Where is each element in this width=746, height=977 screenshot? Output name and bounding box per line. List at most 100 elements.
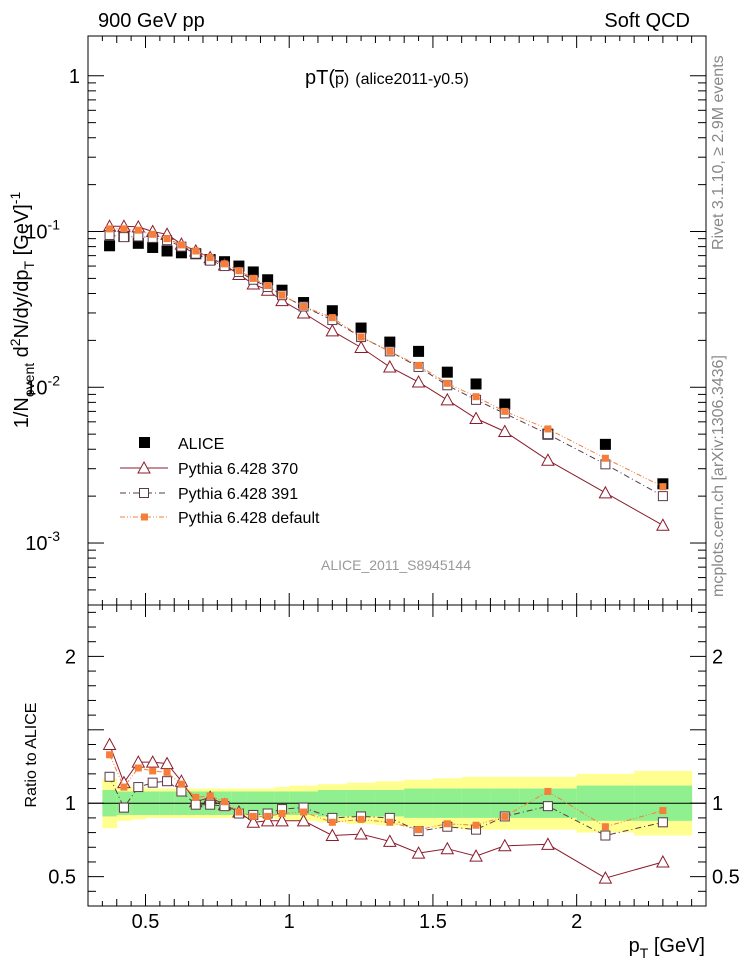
ratio-axes: 0.5 0.5 1 1 2 2 0.5 1 1.5 2 <box>48 605 740 933</box>
main-point-alice <box>147 241 159 253</box>
ratio-point-py391 <box>176 786 187 797</box>
legend-entry-pythia-default: Pythia 6.428 default <box>120 510 320 527</box>
ratio-point-py370 <box>246 815 261 828</box>
main-point-alice <box>175 247 187 259</box>
main-point-alice <box>355 322 367 334</box>
ratio-point-py391 <box>147 777 158 788</box>
main-point-py370 <box>497 424 512 437</box>
main-point-py391 <box>657 491 668 502</box>
ratio-point-py370 <box>260 813 275 827</box>
main-point-pydef <box>300 303 308 311</box>
main-point-pydef <box>601 454 609 462</box>
main-point-pydef <box>328 314 336 322</box>
main-point-alice <box>441 366 453 378</box>
ratio-point-py370 <box>469 849 483 862</box>
main-point-alice <box>599 438 611 450</box>
ratio-point-pydef <box>192 793 200 801</box>
ratio-point-pydef <box>300 808 308 816</box>
ratio-point-py370 <box>296 813 311 827</box>
ratio-point-pydef <box>328 818 336 826</box>
ratio-point-pydef <box>134 764 142 772</box>
ratio-point-py370 <box>145 755 160 768</box>
main-line-py391 <box>109 234 664 497</box>
main-point-alice <box>132 237 144 249</box>
main-point-py370 <box>541 453 555 466</box>
legend-entry-pythia-391: Pythia 6.428 391 <box>120 486 298 503</box>
main-point-py370 <box>382 359 397 373</box>
ratio-point-py370 <box>160 756 174 770</box>
ratio-point-pydef <box>149 767 157 775</box>
ratio-frame <box>87 604 707 907</box>
main-point-alice <box>161 245 173 257</box>
ratio-series-py370 <box>102 737 670 884</box>
ratio-point-py370 <box>325 828 340 842</box>
main-point-alice <box>470 378 482 390</box>
main-point-pydef <box>278 291 286 299</box>
main-point-py370 <box>440 392 455 406</box>
ratio-point-pydef <box>357 815 365 823</box>
ratio-point-py370 <box>275 813 289 827</box>
main-point-pydef <box>192 247 200 255</box>
main-point-alice <box>247 266 259 278</box>
ratio-point-pydef <box>501 812 509 820</box>
ratio-point-py370 <box>382 834 397 847</box>
ratio-point-pydef <box>163 768 171 776</box>
main-point-pydef <box>177 241 185 249</box>
process-label: Soft QCD <box>604 10 690 32</box>
main-point-pydef <box>163 235 171 243</box>
ratio-point-py391 <box>133 782 144 793</box>
ratio-y-tick-label-right: 2 <box>712 646 723 668</box>
ratio-point-pydef <box>177 780 185 788</box>
ratio-point-pydef <box>235 808 243 816</box>
rivet-version-label: Rivet 3.1.10, ≥ 2.9M events <box>710 55 727 250</box>
main-point-alice <box>499 398 511 410</box>
ratio-point-pydef <box>544 787 552 795</box>
legend-label-pythia-370: Pythia 6.428 370 <box>178 461 298 478</box>
main-point-py370 <box>598 485 613 499</box>
ratio-point-py391 <box>600 830 611 841</box>
main-point-alice <box>276 284 288 296</box>
main-y-tick-label: 10-1 <box>25 217 60 244</box>
main-series-pydef <box>106 225 667 491</box>
main-point-py370 <box>656 518 670 531</box>
main-point-pydef <box>134 226 142 234</box>
ratio-point-py391 <box>205 799 216 810</box>
main-line-py370 <box>109 225 664 526</box>
main-point-alice <box>104 240 116 252</box>
legend: ALICE Pythia 6.428 370 Pythia 6.428 391 … <box>120 436 320 527</box>
x-tick-label: 1.5 <box>419 911 447 933</box>
analysis-watermark: ALICE_2011_S8945144 <box>321 557 471 573</box>
ratio-point-pydef <box>106 751 114 759</box>
main-point-py391 <box>118 232 129 243</box>
main-point-py370 <box>296 305 311 319</box>
ratio-point-pydef <box>120 783 128 791</box>
legend-marker-pythia-default <box>141 513 148 521</box>
x-tick-label: 1 <box>284 911 295 933</box>
ratio-point-pydef <box>386 818 394 826</box>
main-point-py370 <box>411 375 426 388</box>
main-point-pydef <box>149 230 157 238</box>
ratio-y-axis-label: Ratio to ALICE <box>23 703 40 808</box>
main-point-pydef <box>106 225 114 233</box>
legend-marker-pythia-370 <box>137 460 151 474</box>
legend-label-alice: ALICE <box>178 436 224 453</box>
legend-entry-alice: ALICE <box>139 436 224 453</box>
ratio-point-pydef <box>206 792 214 800</box>
main-point-pydef <box>386 347 394 355</box>
ratio-point-py370 <box>656 854 670 868</box>
main-point-alice <box>262 274 274 286</box>
plot-title: pT(p) (alice2011-y0.5) <box>305 67 469 89</box>
legend-entry-pythia-370: Pythia 6.428 370 <box>120 460 298 478</box>
main-point-pydef <box>264 282 272 290</box>
ratio-point-py370 <box>497 838 512 852</box>
ratio-point-py370 <box>541 837 555 850</box>
x-axis-label: pT [GeV] <box>629 935 705 961</box>
legend-marker-pythia-391 <box>139 488 149 498</box>
main-point-pydef <box>206 254 214 262</box>
main-point-pydef <box>501 407 509 415</box>
main-point-pydef <box>472 393 480 401</box>
ratio-series-group <box>102 737 670 884</box>
ratio-y-tick-label-right: 1 <box>712 793 723 815</box>
ratio-point-py370 <box>411 846 426 859</box>
ratio-point-py370 <box>102 737 117 750</box>
